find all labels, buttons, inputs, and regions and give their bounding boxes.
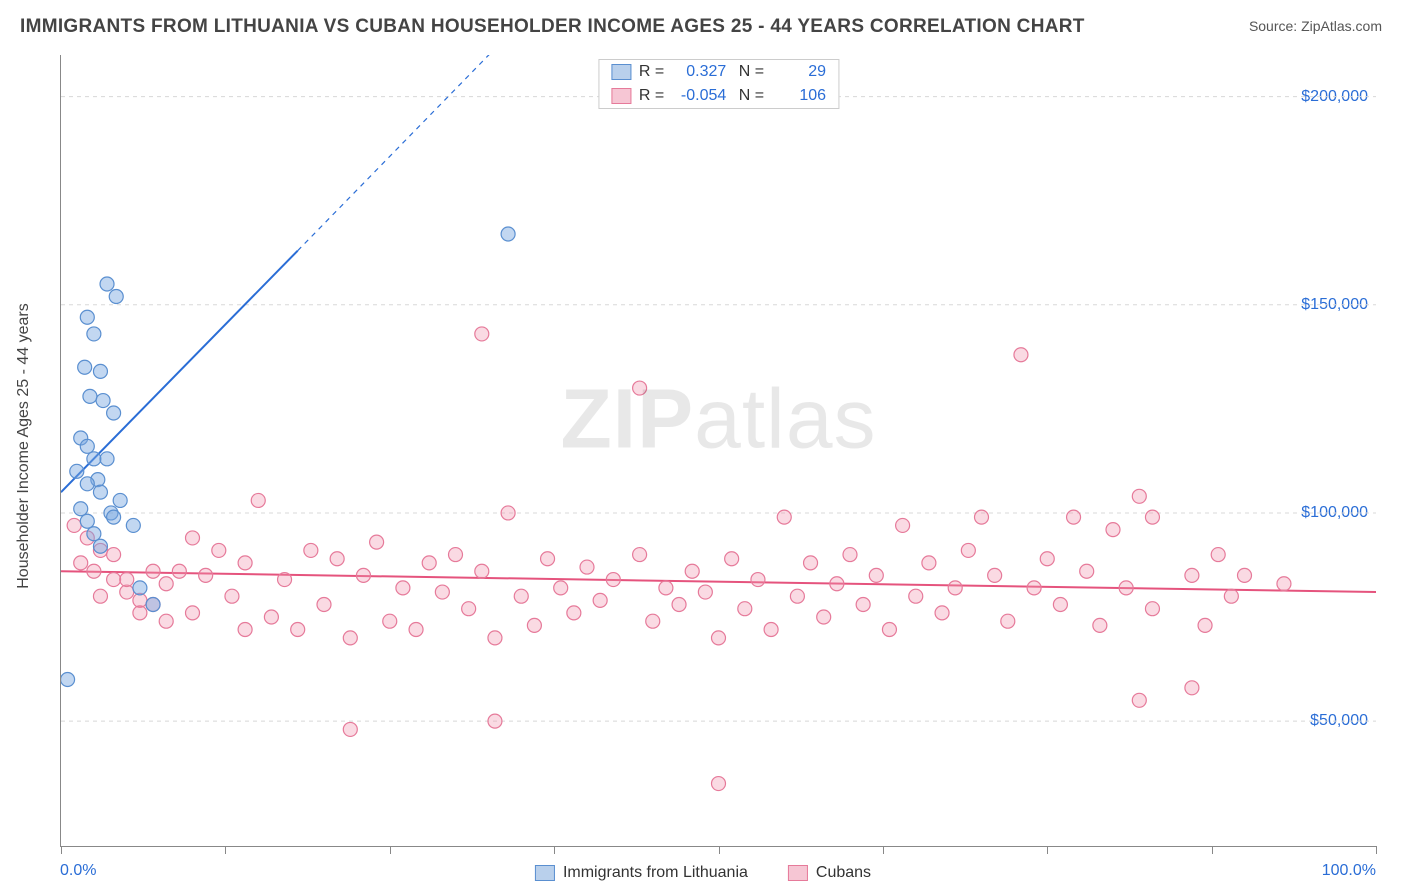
stat-n-value-0: 29 [772, 63, 826, 81]
x-tick [719, 846, 720, 854]
legend-label-0: Immigrants from Lithuania [563, 864, 748, 882]
legend-swatch-0 [535, 865, 555, 881]
x-tick [225, 846, 226, 854]
x-tick [1376, 846, 1377, 854]
y-axis-title: Householder Income Ages 25 - 44 years [15, 303, 33, 589]
x-tick [61, 846, 62, 854]
stat-n-value-1: 106 [772, 87, 826, 105]
x-tick [883, 846, 884, 854]
x-tick [1047, 846, 1048, 854]
swatch-series-1 [611, 88, 631, 104]
x-tick [554, 846, 555, 854]
chart-area: R = 0.327 N = 29 R = -0.054 N = 106 ZIPa… [60, 55, 1376, 847]
stat-r-value-1: -0.054 [672, 87, 726, 105]
legend-item-1: Cubans [788, 864, 871, 882]
stat-n-label: N = [734, 63, 764, 81]
legend-item-0: Immigrants from Lithuania [535, 864, 748, 882]
x-axis-min-label: 0.0% [60, 862, 96, 880]
chart-title: IMMIGRANTS FROM LITHUANIA VS CUBAN HOUSE… [20, 16, 1085, 38]
swatch-series-0 [611, 64, 631, 80]
x-axis-max-label: 100.0% [1322, 862, 1376, 880]
stat-n-label: N = [734, 87, 764, 105]
x-tick [1212, 846, 1213, 854]
plot-svg [61, 55, 1376, 846]
x-tick [390, 846, 391, 854]
stat-r-value-0: 0.327 [672, 63, 726, 81]
stats-row-series-1: R = -0.054 N = 106 [599, 84, 838, 108]
legend-swatch-1 [788, 865, 808, 881]
stats-legend: R = 0.327 N = 29 R = -0.054 N = 106 [598, 59, 839, 109]
source-attribution: Source: ZipAtlas.com [1249, 18, 1382, 34]
stat-r-label: R = [639, 63, 664, 81]
stats-row-series-0: R = 0.327 N = 29 [599, 60, 838, 84]
stat-r-label: R = [639, 87, 664, 105]
bottom-legend: Immigrants from Lithuania Cubans [535, 864, 871, 882]
legend-label-1: Cubans [816, 864, 871, 882]
